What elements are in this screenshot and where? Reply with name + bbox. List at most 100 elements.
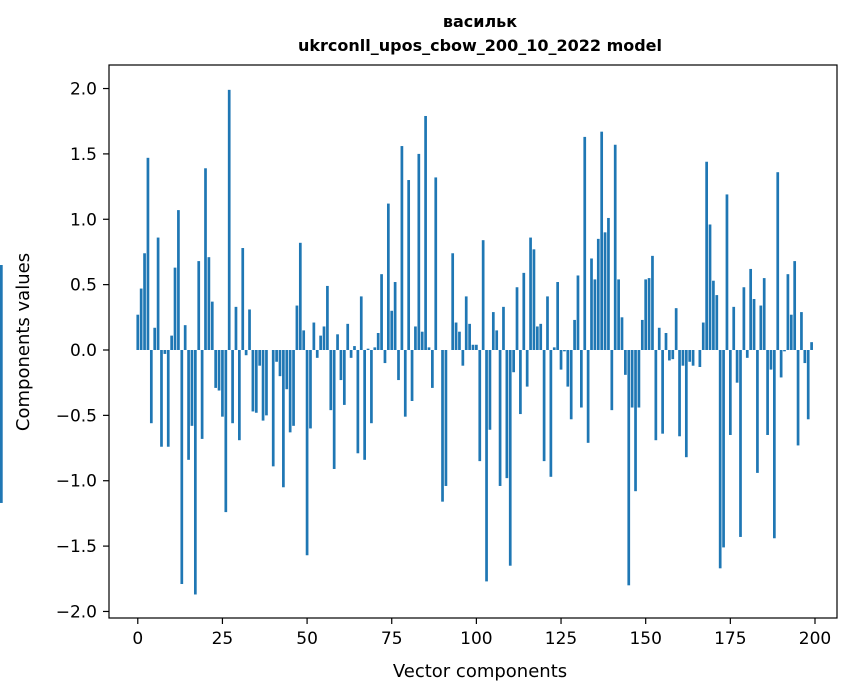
bar bbox=[586, 350, 590, 443]
chart-title: васильк bbox=[443, 12, 517, 31]
bar bbox=[624, 350, 627, 375]
bar bbox=[231, 350, 234, 424]
bar bbox=[796, 350, 800, 446]
bar bbox=[525, 350, 529, 387]
x-tick-label: 175 bbox=[714, 629, 746, 649]
bar bbox=[278, 350, 282, 377]
bar bbox=[600, 131, 604, 350]
bar bbox=[217, 350, 221, 391]
bar bbox=[691, 350, 695, 366]
bar bbox=[627, 350, 631, 586]
bar bbox=[238, 350, 241, 441]
bar bbox=[481, 240, 485, 350]
bar bbox=[654, 350, 658, 441]
bar bbox=[532, 249, 536, 350]
bar bbox=[580, 350, 583, 408]
x-tick-label: 25 bbox=[212, 629, 234, 649]
bar bbox=[275, 350, 278, 362]
bar bbox=[244, 350, 248, 356]
bar bbox=[596, 238, 600, 350]
bar bbox=[495, 330, 499, 350]
y-tick-label: 1.5 bbox=[70, 145, 97, 165]
bar bbox=[756, 350, 759, 473]
bar bbox=[498, 350, 502, 486]
bar bbox=[505, 350, 509, 479]
bar bbox=[359, 296, 363, 350]
bar bbox=[363, 350, 366, 460]
bar bbox=[295, 305, 299, 350]
bar bbox=[529, 237, 532, 350]
bar bbox=[210, 301, 214, 350]
bar bbox=[593, 279, 597, 350]
bar bbox=[464, 296, 468, 350]
bar bbox=[613, 144, 617, 350]
bar bbox=[684, 350, 688, 458]
bar bbox=[508, 350, 512, 566]
bar bbox=[539, 323, 543, 350]
bar bbox=[576, 275, 580, 350]
bar bbox=[458, 331, 461, 350]
bar bbox=[722, 350, 725, 548]
bar bbox=[644, 279, 648, 350]
y-tick-label: 1.0 bbox=[70, 210, 97, 230]
bar bbox=[197, 261, 201, 350]
bar bbox=[728, 350, 732, 435]
bar bbox=[326, 285, 329, 350]
bar bbox=[143, 253, 146, 350]
y-axis-label: Components values bbox=[13, 253, 34, 431]
y-tick-label: −0.5 bbox=[56, 406, 97, 426]
bar bbox=[735, 350, 739, 383]
bar bbox=[806, 350, 810, 420]
bar bbox=[610, 350, 614, 411]
bar bbox=[674, 308, 678, 350]
bar bbox=[620, 317, 624, 350]
bar bbox=[376, 333, 380, 350]
bar bbox=[136, 314, 140, 350]
bar bbox=[512, 350, 515, 373]
y-tick-label: −2.0 bbox=[56, 602, 97, 622]
bar bbox=[640, 319, 644, 350]
bar bbox=[315, 350, 319, 358]
bar bbox=[559, 350, 563, 370]
bar bbox=[475, 344, 478, 350]
bar bbox=[254, 350, 258, 413]
bar bbox=[261, 350, 265, 421]
bar bbox=[552, 347, 556, 350]
bar bbox=[271, 350, 275, 467]
bar bbox=[329, 350, 333, 411]
bar bbox=[153, 327, 157, 350]
bar bbox=[749, 268, 753, 350]
bar bbox=[265, 350, 268, 416]
bar bbox=[234, 306, 238, 350]
bar bbox=[718, 350, 722, 569]
bar bbox=[759, 305, 763, 350]
bar bbox=[471, 344, 475, 350]
x-tick-label: 75 bbox=[381, 629, 403, 649]
bar bbox=[454, 322, 458, 350]
bar bbox=[227, 89, 231, 350]
bar bbox=[444, 350, 448, 486]
bar bbox=[312, 322, 316, 350]
x-axis-label: Vector components bbox=[393, 661, 567, 682]
bar bbox=[461, 350, 465, 366]
bar bbox=[563, 350, 566, 352]
bar bbox=[393, 282, 397, 350]
bar bbox=[258, 350, 262, 366]
bar bbox=[657, 327, 661, 350]
bar bbox=[688, 350, 692, 362]
bar bbox=[397, 350, 400, 381]
bar bbox=[745, 350, 749, 358]
bar bbox=[414, 326, 417, 350]
bar bbox=[573, 319, 576, 350]
bar bbox=[651, 255, 654, 350]
bar bbox=[712, 280, 715, 350]
bar bbox=[488, 350, 492, 430]
bar bbox=[160, 350, 163, 447]
bar bbox=[332, 350, 336, 469]
x-tick-label: 200 bbox=[799, 629, 831, 649]
bar bbox=[0, 265, 3, 350]
bar bbox=[779, 350, 783, 378]
bar bbox=[583, 136, 587, 350]
bar bbox=[349, 350, 353, 358]
